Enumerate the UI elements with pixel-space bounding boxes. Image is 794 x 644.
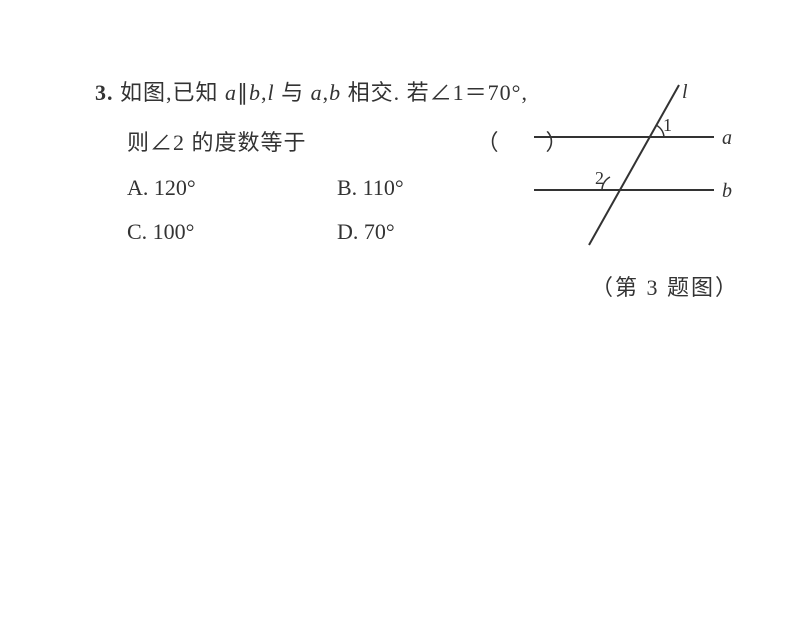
option-b: B. 110° [337,175,404,201]
figure-caption: （第 3 题图） [591,270,739,302]
text-part5: 相交. 若∠1＝70°, [341,80,528,105]
svg-text:1: 1 [663,115,672,135]
var-a: a [225,80,237,105]
var-b2: b [329,80,341,105]
geometry-svg: l a b 1 2 [524,80,744,260]
svg-text:a: a [722,127,732,149]
option-a: A. 120° [127,175,337,201]
text-part3: 与 [275,80,311,105]
var-l: l [268,80,275,105]
option-d: D. 70° [337,219,395,245]
diagram: l a b 1 2 [524,80,744,260]
text-part1: 如图,已知 [114,80,226,105]
line2-text: 则∠2 的度数等于 [127,130,307,155]
parallel-symbol: ∥ [237,80,249,105]
option-c: C. 100° [127,219,337,245]
question-number: 3. [95,80,114,105]
var-a2: a [311,80,323,105]
var-b: b [249,80,261,105]
svg-text:2: 2 [595,168,604,188]
svg-text:l: l [682,81,688,103]
svg-text:b: b [722,180,732,202]
